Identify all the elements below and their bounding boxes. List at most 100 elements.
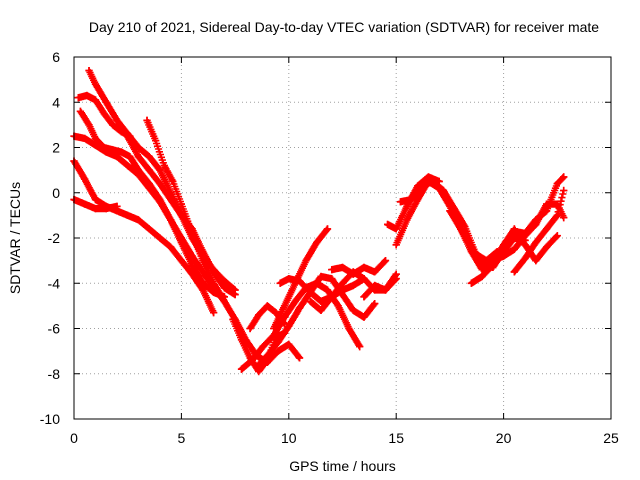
data-point xyxy=(381,257,390,265)
data-point xyxy=(274,338,282,346)
data-point xyxy=(167,216,175,224)
data-point xyxy=(384,220,392,229)
data-point xyxy=(210,309,218,317)
data-point xyxy=(91,134,100,143)
data-point xyxy=(124,162,132,170)
data-point xyxy=(500,252,508,260)
data-point xyxy=(91,80,100,88)
data-point xyxy=(560,214,568,222)
data-point xyxy=(188,229,196,238)
data-point xyxy=(392,241,400,249)
series-16 xyxy=(328,257,390,278)
data-point xyxy=(100,143,108,152)
data-point xyxy=(280,302,289,310)
x-tick-label: 5 xyxy=(178,430,186,446)
data-point xyxy=(109,121,117,129)
data-point xyxy=(134,216,143,224)
data-point xyxy=(338,263,347,272)
series-15 xyxy=(306,275,368,314)
data-point xyxy=(306,297,314,305)
data-point xyxy=(156,234,164,242)
data-point xyxy=(85,121,93,129)
data-point xyxy=(295,354,304,362)
data-point xyxy=(295,277,304,285)
data-point xyxy=(467,279,475,287)
data-point xyxy=(255,311,263,319)
data-point xyxy=(407,195,415,204)
data-point xyxy=(126,137,134,145)
data-point xyxy=(81,175,89,183)
data-point xyxy=(381,286,390,294)
data-point xyxy=(83,91,91,100)
data-point xyxy=(560,186,568,195)
data-point xyxy=(199,257,207,265)
data-point xyxy=(210,279,218,287)
data-point xyxy=(360,313,368,321)
data-point xyxy=(188,261,196,269)
data-point xyxy=(446,207,454,215)
data-point xyxy=(360,263,368,272)
data-point xyxy=(246,324,254,333)
y-tick-label: 0 xyxy=(52,185,60,201)
data-point xyxy=(553,211,561,219)
data-point xyxy=(360,293,368,301)
x-axis-label: GPS time / hours xyxy=(289,458,396,474)
grid-lines xyxy=(74,57,611,419)
data-point xyxy=(285,340,293,348)
data-point xyxy=(313,238,321,247)
data-point xyxy=(255,367,263,376)
data-point xyxy=(124,211,132,219)
data-point xyxy=(418,182,426,190)
data-point xyxy=(414,195,422,204)
data-point xyxy=(229,315,237,324)
data-point xyxy=(117,148,125,156)
data-point xyxy=(81,134,89,143)
data-point xyxy=(338,279,347,287)
data-point xyxy=(371,281,379,290)
data-point xyxy=(220,284,228,292)
data-point xyxy=(439,186,448,195)
data-point xyxy=(291,297,299,305)
data-point xyxy=(356,343,364,351)
data-point xyxy=(392,275,400,283)
chart-title: Day 210 of 2021, Sidereal Day-to-day VTE… xyxy=(89,19,599,35)
data-point xyxy=(199,286,207,294)
data-point xyxy=(349,270,357,278)
data-point xyxy=(521,241,529,249)
data-point xyxy=(560,173,568,181)
data-point xyxy=(328,275,336,283)
y-tick-label: -8 xyxy=(48,366,61,382)
data-point xyxy=(295,304,304,312)
data-point xyxy=(478,272,486,281)
data-point xyxy=(270,331,278,339)
data-point xyxy=(270,324,278,333)
data-point xyxy=(177,238,185,247)
series-6-markers xyxy=(85,67,239,294)
data-point xyxy=(306,288,314,296)
data-point xyxy=(177,211,185,219)
y-tick-label: -2 xyxy=(48,230,61,246)
data-point xyxy=(302,257,310,265)
axis-ticks: 0 5 10 15 20 25 -10 -8 -6 -4 -2 0 2 4 6 xyxy=(40,49,619,446)
data-point xyxy=(167,195,175,204)
data-point xyxy=(113,207,121,215)
y-axis-label: SDTVAR / TECUs xyxy=(7,182,23,294)
data-point xyxy=(532,257,540,265)
data-point xyxy=(109,146,117,154)
data-point xyxy=(349,306,357,314)
data-point xyxy=(542,243,551,251)
data-point xyxy=(145,225,153,233)
data-point xyxy=(145,166,153,174)
y-tick-label: 6 xyxy=(52,49,60,65)
data-point xyxy=(134,152,143,161)
data-point xyxy=(450,204,458,213)
data-point xyxy=(134,166,143,174)
data-point xyxy=(91,195,100,204)
data-point xyxy=(360,275,368,283)
data-point xyxy=(542,200,551,208)
data-point xyxy=(457,225,465,233)
data-point xyxy=(553,232,561,240)
data-point xyxy=(76,107,85,115)
data-point xyxy=(113,116,121,124)
data-point xyxy=(285,322,293,330)
